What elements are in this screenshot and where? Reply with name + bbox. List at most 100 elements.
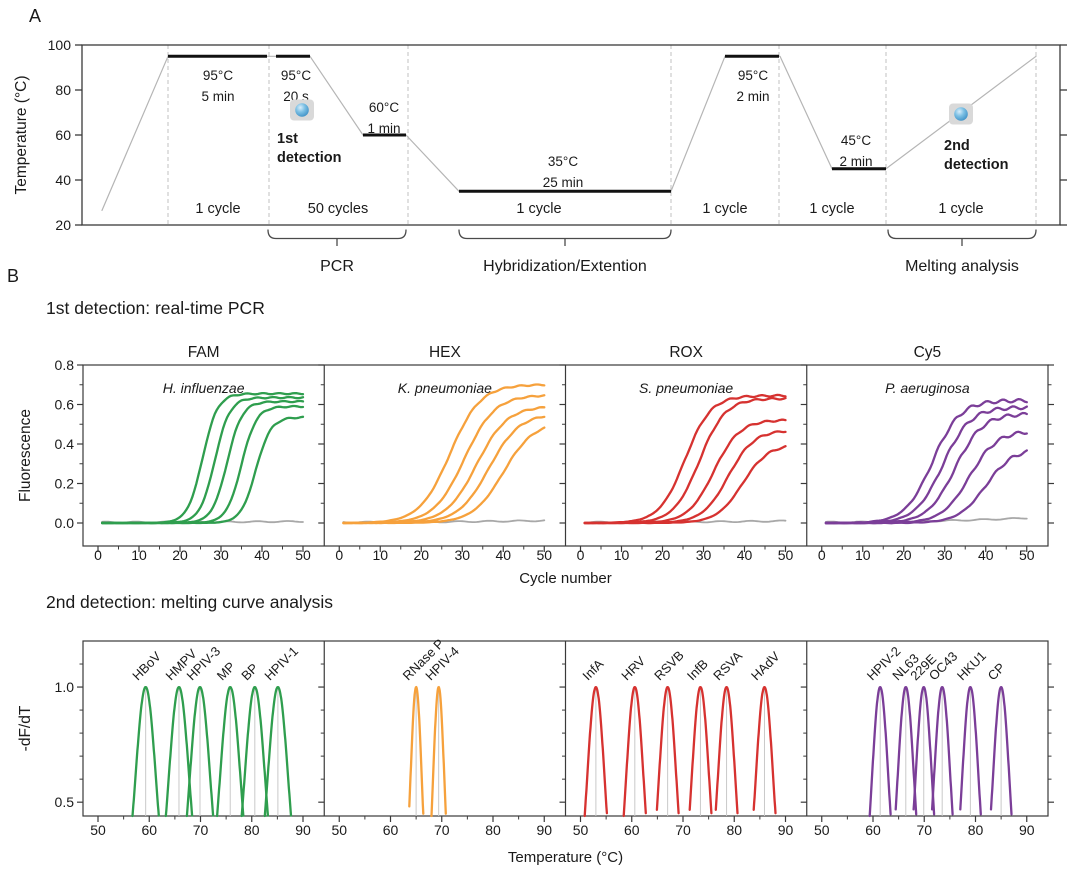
x-tick-label: 90: [295, 822, 311, 838]
detection-label: detection: [277, 150, 341, 166]
x-tick-label: 20: [896, 547, 912, 563]
x-tick-label: 50: [90, 822, 106, 838]
y-axis-title: Fluorescence: [17, 409, 34, 502]
melt-peak-RSVB: [655, 685, 680, 815]
melt-peak-BP: [240, 685, 270, 818]
pcr-curve-ROX-4: [583, 430, 787, 525]
y-tick-label: 0.8: [55, 357, 75, 373]
cycle-count-label: 1 cycle: [195, 201, 240, 217]
melt-peak-label: RSVB: [651, 648, 687, 684]
pcr-curve-HEX-5: [342, 426, 546, 525]
y-tick-label: 0.0: [55, 515, 75, 531]
y-axis-title: Temperature (°C): [13, 75, 30, 194]
y-axis-title: -dF/dT: [17, 705, 34, 751]
melt-peak-HMPV: [164, 685, 194, 818]
melt-peak-label: InfB: [684, 656, 711, 683]
x-tick-label: 10: [372, 547, 388, 563]
melt-peak-label: HAdV: [748, 648, 783, 683]
subplot-title: HEX: [429, 344, 462, 361]
melt-peak-HRV: [622, 685, 647, 818]
species-annotation: H. influenzae: [163, 380, 245, 396]
x-tick-label: 70: [916, 822, 932, 838]
pcr-curve-ROX-3: [583, 418, 787, 525]
melt-peak-229E: [912, 685, 936, 816]
realtime-pcr-chart: 0.0 0.2 0.4 0.6 0.8 0 10 20 30 40 50 0 10 20 30 40 50 0 10…: [17, 344, 1054, 587]
x-tick-label: 50: [536, 547, 552, 563]
y-tick-label: 0.2: [55, 476, 75, 492]
melt-peak-label: MP: [214, 659, 238, 683]
x-tick-label: 80: [726, 822, 742, 838]
x-tick-label: 10: [614, 547, 630, 563]
x-tick-label: 10: [855, 547, 871, 563]
cycle-count-label: 50 cycles: [308, 201, 368, 217]
x-tick-label: 30: [213, 547, 229, 563]
melt-peak-label: InfA: [579, 656, 606, 683]
x-tick-label: 50: [295, 547, 311, 563]
second-detection-heading: 2nd detection: melting curve analysis: [46, 592, 333, 612]
x-tick-label: 20: [172, 547, 188, 563]
melt-peak-InfB: [688, 685, 713, 815]
detection-label: detection: [944, 157, 1008, 173]
bracket: [887, 229, 1037, 240]
phase-label: Melting analysis: [905, 258, 1019, 275]
panel-b-label: B: [7, 266, 20, 286]
x-tick-label: 30: [454, 547, 470, 563]
step-temp-label: 95°C: [738, 68, 768, 83]
subplot-title: ROX: [669, 344, 703, 361]
pcr-curve-Cy5-1: [824, 397, 1028, 525]
x-tick-label: 80: [968, 822, 984, 838]
species-annotation: K. pneumoniae: [398, 380, 492, 396]
y-tick-label: 0.6: [55, 397, 75, 413]
step-temp-label: 95°C: [203, 68, 233, 83]
pcr-curve-Cy5-5: [824, 449, 1028, 525]
melt-peak-OC43: [930, 685, 954, 816]
y-tick-label: 20: [55, 217, 71, 233]
melt-peak-label: HRV: [618, 653, 648, 683]
melt-peak-RNase P: [408, 685, 425, 815]
step-time-label: 1 min: [367, 121, 400, 136]
step-temp-label: 60°C: [369, 100, 399, 115]
melt-peak-HPIV-2: [868, 685, 892, 818]
y-tick-label: 0.5: [55, 794, 75, 810]
x-tick-label: 50: [778, 547, 794, 563]
x-tick-label: 60: [141, 822, 157, 838]
pcr-curve-Cy5-2: [824, 405, 1028, 525]
x-tick-label: 10: [131, 547, 147, 563]
step-time-label: 5 min: [201, 89, 234, 104]
x-axis-title: Cycle number: [519, 570, 612, 587]
phase-label: Hybridization/Extention: [483, 258, 647, 275]
pcr-curve-ROX-1: [583, 393, 787, 525]
subplot-title: Cy5: [914, 344, 942, 361]
x-axis-title: Temperature (°C): [508, 849, 623, 866]
cycle-count-label: 1 cycle: [702, 201, 747, 217]
bracket: [267, 229, 407, 240]
pcr-curve-ROX-5: [583, 445, 787, 525]
melt-peak-HKU1: [959, 685, 982, 816]
x-tick-label: 40: [254, 547, 270, 563]
y-tick-label: 80: [55, 82, 71, 98]
melt-peak-label: BP: [238, 660, 261, 683]
x-tick-label: 60: [624, 822, 640, 838]
x-tick-label: 40: [495, 547, 511, 563]
step-temp-label: 35°C: [548, 154, 578, 169]
step-temp-label: 95°C: [281, 68, 311, 83]
melt-peak-NL63: [894, 685, 918, 816]
x-tick-label: 0: [335, 547, 343, 563]
y-tick-label: 0.4: [55, 436, 75, 452]
x-tick-label: 60: [865, 822, 881, 838]
detection-dye-icon: [295, 103, 309, 117]
melt-peak-HAdV: [752, 685, 777, 815]
melt-peak-label: HPIV-1: [261, 643, 301, 683]
cycle-count-label: 1 cycle: [516, 201, 561, 217]
melt-peak-MP: [215, 685, 245, 818]
x-tick-label: 30: [937, 547, 953, 563]
x-tick-label: 0: [577, 547, 585, 563]
y-tick-label: 60: [55, 127, 71, 143]
melt-peak-label: HBoV: [129, 648, 164, 683]
step-time-label: 2 min: [736, 89, 769, 104]
x-tick-label: 50: [1019, 547, 1035, 563]
step-temp-label: 45°C: [841, 133, 871, 148]
x-tick-label: 90: [778, 822, 794, 838]
phase-label: PCR: [320, 258, 354, 275]
x-tick-label: 0: [818, 547, 826, 563]
